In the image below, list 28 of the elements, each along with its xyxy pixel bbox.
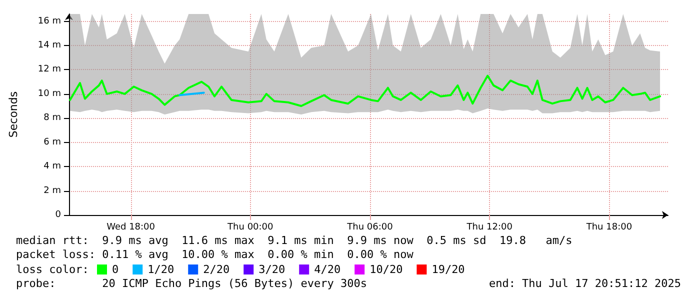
legend-title: loss color: — [16, 263, 89, 276]
y-tick-label: 4 m — [44, 162, 61, 172]
y-axis-title: Seconds — [7, 91, 20, 138]
y-tick-label: 0 — [55, 210, 62, 220]
y-tick-label: 10 m — [38, 88, 61, 99]
y-tick-label: 16 m — [38, 16, 61, 26]
x-tick-label: Thu 18:00 — [585, 222, 632, 232]
text: packet loss: 0.11 % avg 10.00 % max 0.00 % min 0.00 % now — [16, 248, 414, 261]
x-tick-label: Thu 12:00 — [466, 222, 513, 232]
y-tick-label: 12 m — [38, 64, 61, 75]
legend-label: 19/20 — [432, 263, 465, 276]
legend-label: 3/20 — [258, 263, 286, 276]
y-tick-label: 2 m — [44, 186, 61, 196]
legend-label: 1/20 — [148, 263, 174, 276]
line-series — [68, 74, 662, 108]
legend-label: 0 — [112, 263, 119, 276]
y-tick-label: 8 m — [44, 113, 61, 124]
legend-label: 2/20 — [203, 263, 230, 276]
x-tick-label: Thu 00:00 — [226, 222, 274, 232]
x-tick-label: Wed 18:00 — [106, 222, 156, 232]
y-tick-label: 14 m — [38, 40, 61, 50]
x-tick-label: Thu 06:00 — [346, 222, 394, 232]
text: probe: 20 ICMP Echo Pings (56 Bytes) every 300s — [16, 277, 367, 290]
text: median rtt: 9.9 ms avg 11.6 ms max 9.1 ms min 9.9 ms now 0.5 ms sd 19.8 am/s — [16, 234, 572, 247]
legend-label: 4/20 — [314, 263, 341, 276]
legend-label: 10/20 — [370, 263, 403, 276]
y-tick-label: 6 m — [44, 137, 61, 148]
text: end: Thu Jul 17 20:51:12 2025 — [488, 277, 682, 290]
